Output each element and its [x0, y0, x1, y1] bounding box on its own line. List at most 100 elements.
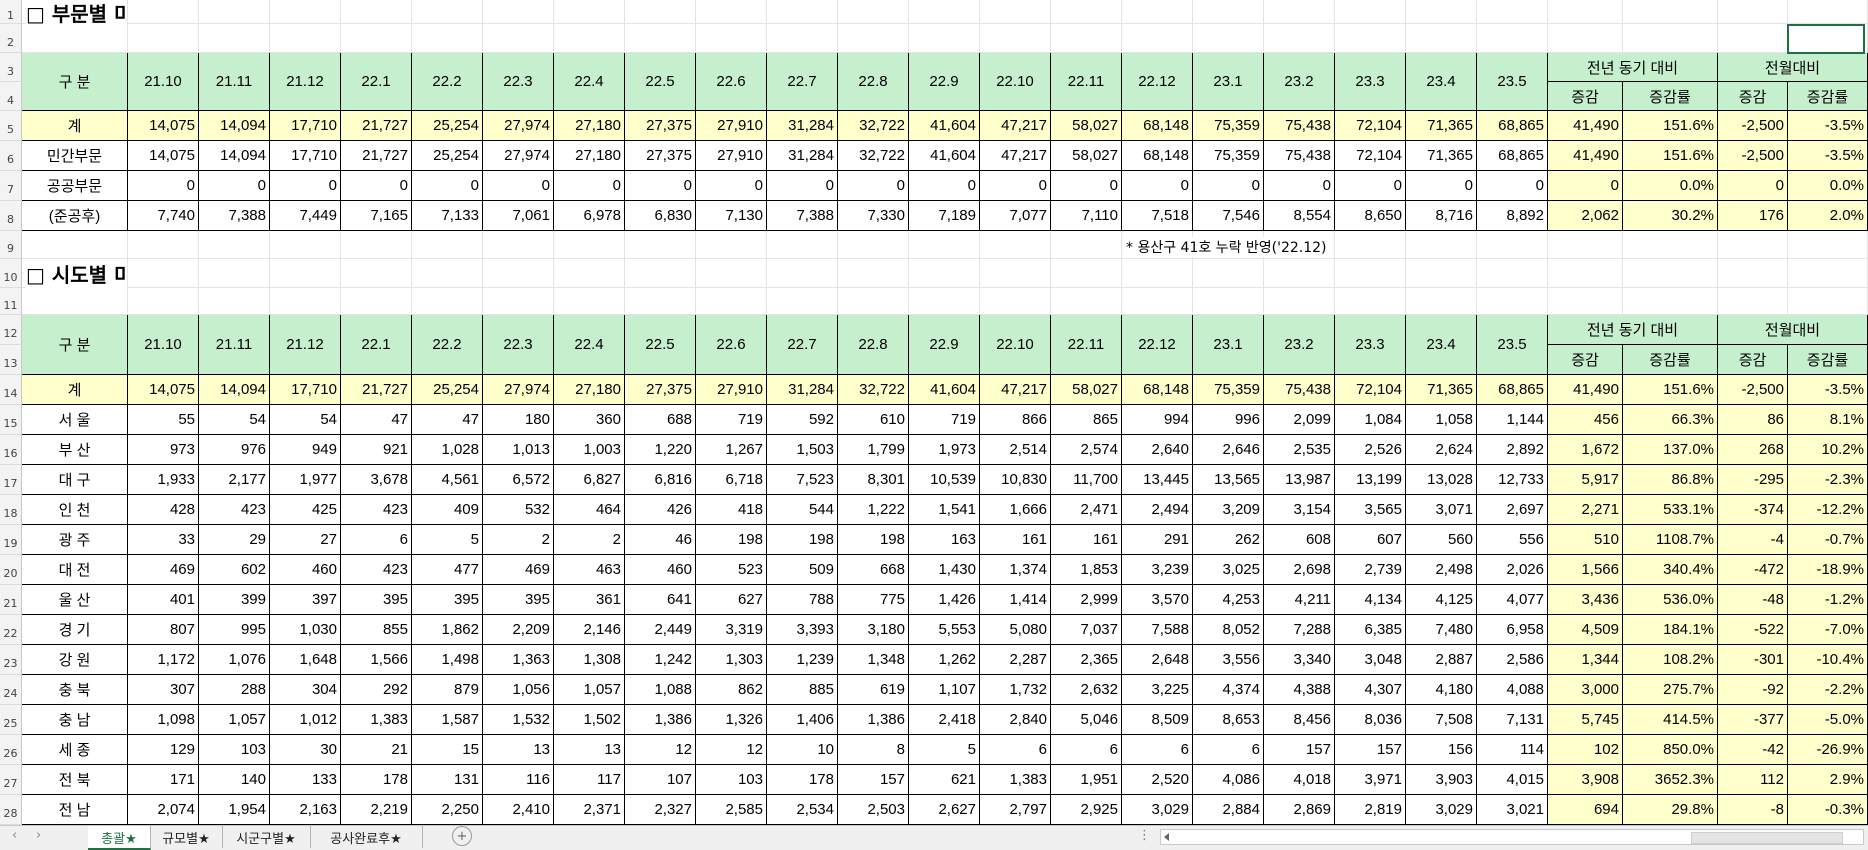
region-value-cell[interactable]: 117 [554, 765, 625, 795]
sector-yoy-rate[interactable]: 30.2% [1623, 201, 1718, 231]
header-mom-group[interactable]: 전월대비 [1718, 315, 1868, 345]
region-value-cell[interactable]: 116 [483, 765, 554, 795]
region-value-cell[interactable]: 3,209 [1193, 495, 1264, 525]
sector-value-cell[interactable]: 25,254 [412, 141, 483, 171]
empty-cell[interactable] [1264, 231, 1335, 259]
region-value-cell[interactable]: 1,348 [838, 645, 909, 675]
region-value-cell[interactable]: 610 [838, 405, 909, 435]
region-value-cell[interactable]: 21 [341, 735, 412, 765]
region-value-cell[interactable]: 2,494 [1122, 495, 1193, 525]
empty-cell[interactable] [483, 231, 554, 259]
sector-value-cell[interactable]: 0 [1264, 171, 1335, 201]
empty-cell[interactable] [1193, 0, 1264, 24]
sector-value-cell[interactable]: 27,974 [483, 141, 554, 171]
region-row-label[interactable]: 경 기 [22, 615, 128, 645]
empty-cell[interactable] [1548, 24, 1623, 53]
region-value-cell[interactable]: 1,666 [980, 495, 1051, 525]
sector-value-cell[interactable]: 7,330 [838, 201, 909, 231]
sector-value-cell[interactable]: 27,180 [554, 111, 625, 141]
region-value-cell[interactable]: 4,015 [1477, 765, 1548, 795]
header-month[interactable]: 21.11 [199, 53, 270, 111]
sector-yoy-rate[interactable]: 151.6% [1623, 111, 1718, 141]
region-row-label[interactable]: 서 울 [22, 405, 128, 435]
header-month[interactable]: 22.4 [554, 53, 625, 111]
region-value-cell[interactable]: 6,827 [554, 465, 625, 495]
header-month[interactable]: 22.2 [412, 53, 483, 111]
region-value-cell[interactable]: 1,003 [554, 435, 625, 465]
sector-value-cell[interactable]: 0 [767, 171, 838, 201]
empty-cell[interactable] [767, 0, 838, 24]
region-value-cell[interactable]: 75,359 [1193, 375, 1264, 405]
sector-value-cell[interactable]: 14,094 [199, 141, 270, 171]
sector-row-label[interactable]: 계 [22, 111, 128, 141]
empty-cell[interactable] [625, 288, 696, 315]
region-value-cell[interactable]: 361 [554, 585, 625, 615]
region-value-cell[interactable]: 54 [199, 405, 270, 435]
row-number[interactable]: 22 [0, 615, 22, 645]
region-row-label[interactable]: 광 주 [22, 525, 128, 555]
region-value-cell[interactable]: 1,954 [199, 795, 270, 825]
region-value-cell[interactable]: 1,058 [1406, 405, 1477, 435]
header-month[interactable]: 22.3 [483, 315, 554, 375]
region-mom-change[interactable]: -374 [1718, 495, 1788, 525]
region-value-cell[interactable]: 1,172 [128, 645, 199, 675]
region-value-cell[interactable]: 140 [199, 765, 270, 795]
region-value-cell[interactable]: 7,131 [1477, 705, 1548, 735]
region-value-cell[interactable]: 2,925 [1051, 795, 1122, 825]
region-value-cell[interactable]: 4,134 [1335, 585, 1406, 615]
sector-value-cell[interactable]: 68,148 [1122, 141, 1193, 171]
region-value-cell[interactable]: 8,653 [1193, 705, 1264, 735]
sector-mom-rate[interactable]: 0.0% [1788, 171, 1868, 201]
row-number[interactable]: 4 [0, 82, 22, 111]
region-value-cell[interactable]: 68,865 [1477, 375, 1548, 405]
region-value-cell[interactable]: 2,287 [980, 645, 1051, 675]
region-yoy-change[interactable]: 1,566 [1548, 555, 1623, 585]
header-month[interactable]: 21.12 [270, 315, 341, 375]
region-value-cell[interactable]: 2,520 [1122, 765, 1193, 795]
header-month[interactable]: 22.10 [980, 53, 1051, 111]
header-month[interactable]: 23.5 [1477, 315, 1548, 375]
region-value-cell[interactable]: 1,502 [554, 705, 625, 735]
sector-value-cell[interactable]: 75,438 [1264, 111, 1335, 141]
region-value-cell[interactable]: 1,426 [909, 585, 980, 615]
header-month[interactable]: 22.9 [909, 315, 980, 375]
region-value-cell[interactable]: 4,018 [1264, 765, 1335, 795]
header-yoy-rate[interactable]: 증감률 [1623, 345, 1718, 375]
empty-cell[interactable] [554, 231, 625, 259]
region-value-cell[interactable]: 3,393 [767, 615, 838, 645]
sector-yoy-change[interactable]: 2,062 [1548, 201, 1623, 231]
header-month[interactable]: 22.7 [767, 53, 838, 111]
region-value-cell[interactable]: 2,146 [554, 615, 625, 645]
region-value-cell[interactable]: 13 [554, 735, 625, 765]
region-value-cell[interactable]: 2,697 [1477, 495, 1548, 525]
region-value-cell[interactable]: 10 [767, 735, 838, 765]
region-value-cell[interactable]: 4,125 [1406, 585, 1477, 615]
row-number[interactable]: 7 [0, 171, 22, 201]
region-value-cell[interactable]: 27 [270, 525, 341, 555]
sector-value-cell[interactable]: 8,716 [1406, 201, 1477, 231]
row-number[interactable]: 12 [0, 315, 22, 345]
region-yoy-change[interactable]: 4,509 [1548, 615, 1623, 645]
region-value-cell[interactable]: 4,307 [1335, 675, 1406, 705]
header-month[interactable]: 21.11 [199, 315, 270, 375]
row-number[interactable]: 11 [0, 288, 22, 315]
region-value-cell[interactable]: 2,869 [1264, 795, 1335, 825]
region-value-cell[interactable]: 4,088 [1477, 675, 1548, 705]
header-month[interactable]: 23.2 [1264, 53, 1335, 111]
empty-cell[interactable] [1406, 259, 1477, 288]
region-value-cell[interactable]: 17,710 [270, 375, 341, 405]
empty-cell[interactable] [1718, 288, 1788, 315]
sector-value-cell[interactable]: 7,388 [199, 201, 270, 231]
row-number[interactable]: 10 [0, 259, 22, 288]
region-value-cell[interactable]: 1,732 [980, 675, 1051, 705]
region-value-cell[interactable]: 1,977 [270, 465, 341, 495]
empty-cell[interactable] [1718, 259, 1788, 288]
sector-value-cell[interactable]: 17,710 [270, 111, 341, 141]
region-value-cell[interactable]: 4,561 [412, 465, 483, 495]
empty-cell[interactable] [1335, 0, 1406, 24]
region-value-cell[interactable]: 12,733 [1477, 465, 1548, 495]
region-value-cell[interactable]: 6,572 [483, 465, 554, 495]
row-number[interactable]: 26 [0, 735, 22, 765]
region-value-cell[interactable]: 2,840 [980, 705, 1051, 735]
region-value-cell[interactable]: 157 [838, 765, 909, 795]
